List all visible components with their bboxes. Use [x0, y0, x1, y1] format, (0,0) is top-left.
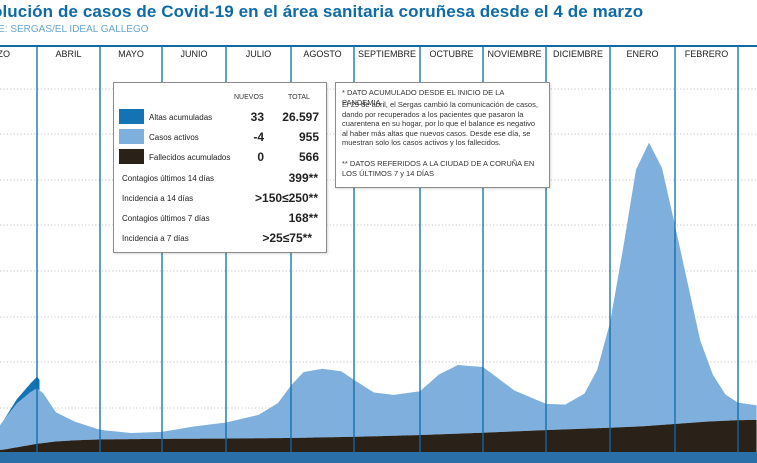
series-activos-area: [0, 142, 757, 450]
legend-row-activos: Casos activos -4 955: [114, 129, 326, 145]
legend-row-fallecidos: Fallecidos acumulados 0 566: [114, 149, 326, 165]
altas-new: 33: [250, 110, 264, 124]
month-label: FEBRERO: [685, 49, 729, 59]
note-city-data: ** DATOS REFERIDOS A LA CIUDAD DE A CORU…: [342, 159, 535, 178]
fallecidos-swatch: [119, 149, 144, 164]
metric-label: Incidencia a 14 días: [122, 194, 194, 203]
month-label: ABRIL: [55, 49, 81, 59]
month-label: JUNIO: [181, 49, 208, 59]
series-areas: [0, 142, 757, 452]
altas-total: 26.597: [282, 110, 319, 124]
series-altas-area: [3, 376, 40, 421]
fallecidos-new: 0: [257, 150, 264, 164]
chart-title: olución de casos de Covid-19 en el área …: [0, 2, 644, 21]
metric-label: Contagios últimos 7 días: [122, 214, 210, 223]
activos-new: -4: [253, 130, 264, 144]
chart-baseline: [0, 452, 757, 463]
month-label: AGOSTO: [303, 49, 341, 59]
activos-label: Casos activos: [149, 133, 199, 142]
altas-label: Altas acumuladas: [149, 113, 213, 122]
notes-box: * DATO ACUMULADO DESDE EL INICIO DE LA P…: [335, 82, 550, 188]
month-label: RZO: [0, 49, 10, 59]
metric-contagios-7: Contagios últimos 7 días 168**: [114, 210, 326, 226]
fallecidos-total: 566: [298, 150, 319, 164]
series-fallecidos-area: [0, 419, 757, 452]
activos-swatch: [119, 129, 144, 144]
metric-value: 168**: [288, 211, 318, 225]
month-label: MAYO: [118, 49, 144, 59]
month-label: DICIEMBRE: [553, 49, 603, 59]
metric-contagios-14: Contagios últimos 14 días 399**: [114, 170, 326, 186]
metric-value: >25≤75**: [262, 231, 312, 245]
note-sergas-change: El 29 de abril, el Sergas cambió la comu…: [342, 100, 538, 147]
metric-label: Contagios últimos 14 días: [122, 174, 215, 183]
header-nuevos: NUEVOS: [234, 94, 264, 101]
metric-incidencia-14: Incidencia a 14 días >150≤250**: [114, 190, 326, 206]
month-label: OCTUBRE: [429, 49, 473, 59]
note-cumulative: * DATO ACUMULADO DESDE EL INICIO DE LA P…: [342, 88, 504, 107]
month-label: SEPTIEMBRE: [358, 49, 416, 59]
activos-total: 955: [298, 130, 319, 144]
metric-value: >150≤250**: [255, 191, 318, 205]
month-label: NOVIEMBRE: [487, 49, 541, 59]
stats-legend-box: NUEVOS TOTAL Altas acumuladas 33 26.597 …: [113, 82, 327, 253]
chart-source: TE: SERGAS/EL IDEAL GALLEGO: [0, 24, 149, 35]
header-total: TOTAL: [288, 94, 310, 101]
metric-label: Incidencia a 7 días: [122, 234, 189, 243]
month-label: ENERO: [626, 49, 658, 59]
metric-value: 399**: [288, 171, 318, 185]
altas-swatch: [119, 109, 144, 124]
legend-row-altas: Altas acumuladas 33 26.597: [114, 109, 326, 125]
metric-incidencia-7: Incidencia a 7 días >25≤75**: [114, 230, 326, 246]
fallecidos-label: Fallecidos acumulados: [149, 153, 231, 162]
month-label: JULIO: [246, 49, 272, 59]
month-axis: RZO ABRIL MAYO JUNIO JULIO AGOSTO SEPTIEMBRE OC…: [0, 49, 729, 59]
